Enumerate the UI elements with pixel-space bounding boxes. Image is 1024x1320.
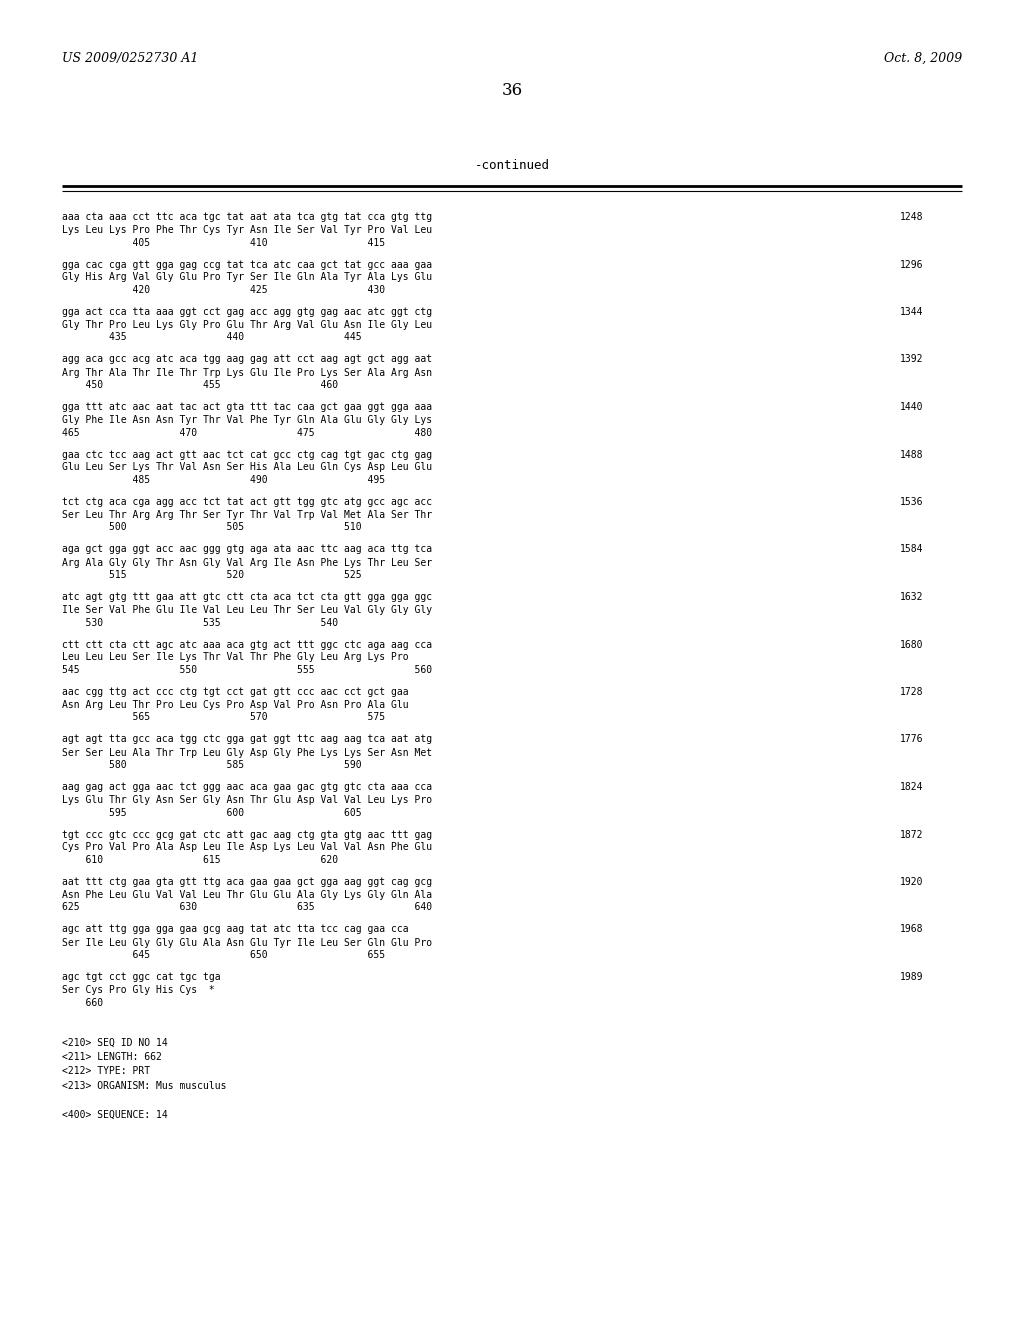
- Text: atc agt gtg ttt gaa att gtc ctt cta aca tct cta gtt gga gga ggc: atc agt gtg ttt gaa att gtc ctt cta aca …: [62, 591, 432, 602]
- Text: US 2009/0252730 A1: US 2009/0252730 A1: [62, 51, 199, 65]
- Text: 485                 490                 495: 485 490 495: [62, 475, 385, 484]
- Text: 465                 470                 475                 480: 465 470 475 480: [62, 428, 432, 437]
- Text: 450                 455                 460: 450 455 460: [62, 380, 338, 389]
- Text: aaa cta aaa cct ttc aca tgc tat aat ata tca gtg tat cca gtg ttg: aaa cta aaa cct ttc aca tgc tat aat ata …: [62, 213, 432, 222]
- Text: Ser Ser Leu Ala Thr Trp Leu Gly Asp Gly Phe Lys Lys Ser Asn Met: Ser Ser Leu Ala Thr Trp Leu Gly Asp Gly …: [62, 747, 432, 758]
- Text: gaa ctc tcc aag act gtt aac tct cat gcc ctg cag tgt gac ctg gag: gaa ctc tcc aag act gtt aac tct cat gcc …: [62, 450, 432, 459]
- Text: 420                 425                 430: 420 425 430: [62, 285, 385, 294]
- Text: 1632: 1632: [900, 591, 924, 602]
- Text: <213> ORGANISM: Mus musculus: <213> ORGANISM: Mus musculus: [62, 1081, 226, 1092]
- Text: 625                 630                 635                 640: 625 630 635 640: [62, 903, 432, 912]
- Text: aac cgg ttg act ccc ctg tgt cct gat gtt ccc aac cct gct gaa: aac cgg ttg act ccc ctg tgt cct gat gtt …: [62, 686, 409, 697]
- Text: <210> SEQ ID NO 14: <210> SEQ ID NO 14: [62, 1038, 168, 1048]
- Text: Ser Ile Leu Gly Gly Glu Ala Asn Glu Tyr Ile Leu Ser Gln Glu Pro: Ser Ile Leu Gly Gly Glu Ala Asn Glu Tyr …: [62, 937, 432, 948]
- Text: <211> LENGTH: 662: <211> LENGTH: 662: [62, 1052, 162, 1063]
- Text: gga ttt atc aac aat tac act gta ttt tac caa gct gaa ggt gga aaa: gga ttt atc aac aat tac act gta ttt tac …: [62, 403, 432, 412]
- Text: Leu Leu Leu Ser Ile Lys Thr Val Thr Phe Gly Leu Arg Lys Pro: Leu Leu Leu Ser Ile Lys Thr Val Thr Phe …: [62, 652, 409, 663]
- Text: Cys Pro Val Pro Ala Asp Leu Ile Asp Lys Leu Val Val Asn Phe Glu: Cys Pro Val Pro Ala Asp Leu Ile Asp Lys …: [62, 842, 432, 853]
- Text: 1728: 1728: [900, 686, 924, 697]
- Text: aag gag act gga aac tct ggg aac aca gaa gac gtg gtc cta aaa cca: aag gag act gga aac tct ggg aac aca gaa …: [62, 781, 432, 792]
- Text: 1392: 1392: [900, 355, 924, 364]
- Text: Asn Phe Leu Glu Val Val Leu Thr Glu Glu Ala Gly Lys Gly Gln Ala: Asn Phe Leu Glu Val Val Leu Thr Glu Glu …: [62, 890, 432, 900]
- Text: 580                 585                 590: 580 585 590: [62, 760, 361, 770]
- Text: Ile Ser Val Phe Glu Ile Val Leu Leu Thr Ser Leu Val Gly Gly Gly: Ile Ser Val Phe Glu Ile Val Leu Leu Thr …: [62, 605, 432, 615]
- Text: 1872: 1872: [900, 829, 924, 840]
- Text: Asn Arg Leu Thr Pro Leu Cys Pro Asp Val Pro Asn Pro Ala Glu: Asn Arg Leu Thr Pro Leu Cys Pro Asp Val …: [62, 700, 409, 710]
- Text: 1920: 1920: [900, 876, 924, 887]
- Text: 1248: 1248: [900, 213, 924, 222]
- Text: Ser Cys Pro Gly His Cys  *: Ser Cys Pro Gly His Cys *: [62, 985, 215, 995]
- Text: 1488: 1488: [900, 450, 924, 459]
- Text: Glu Leu Ser Lys Thr Val Asn Ser His Ala Leu Gln Cys Asp Leu Glu: Glu Leu Ser Lys Thr Val Asn Ser His Ala …: [62, 462, 432, 473]
- Text: 500                 505                 510: 500 505 510: [62, 523, 361, 532]
- Text: gga act cca tta aaa ggt cct gag acc agg gtg gag aac atc ggt ctg: gga act cca tta aaa ggt cct gag acc agg …: [62, 308, 432, 317]
- Text: 1584: 1584: [900, 544, 924, 554]
- Text: agc tgt cct ggc cat tgc tga: agc tgt cct ggc cat tgc tga: [62, 972, 220, 982]
- Text: 645                 650                 655: 645 650 655: [62, 950, 385, 960]
- Text: 1296: 1296: [900, 260, 924, 269]
- Text: 610                 615                 620: 610 615 620: [62, 855, 338, 865]
- Text: <400> SEQUENCE: 14: <400> SEQUENCE: 14: [62, 1110, 168, 1119]
- Text: tgt ccc gtc ccc gcg gat ctc att gac aag ctg gta gtg aac ttt gag: tgt ccc gtc ccc gcg gat ctc att gac aag …: [62, 829, 432, 840]
- Text: agc att ttg gga gga gaa gcg aag tat atc tta tcc cag gaa cca: agc att ttg gga gga gaa gcg aag tat atc …: [62, 924, 409, 935]
- Text: ctt ctt cta ctt agc atc aaa aca gtg act ttt ggc ctc aga aag cca: ctt ctt cta ctt agc atc aaa aca gtg act …: [62, 639, 432, 649]
- Text: tct ctg aca cga agg acc tct tat act gtt tgg gtc atg gcc agc acc: tct ctg aca cga agg acc tct tat act gtt …: [62, 498, 432, 507]
- Text: 1989: 1989: [900, 972, 924, 982]
- Text: 1344: 1344: [900, 308, 924, 317]
- Text: 660: 660: [62, 998, 103, 1007]
- Text: gga cac cga gtt gga gag ccg tat tca atc caa gct tat gcc aaa gaa: gga cac cga gtt gga gag ccg tat tca atc …: [62, 260, 432, 269]
- Text: 530                 535                 540: 530 535 540: [62, 618, 338, 627]
- Text: agt agt tta gcc aca tgg ctc gga gat ggt ttc aag aag tca aat atg: agt agt tta gcc aca tgg ctc gga gat ggt …: [62, 734, 432, 744]
- Text: <212> TYPE: PRT: <212> TYPE: PRT: [62, 1067, 151, 1077]
- Text: 435                 440                 445: 435 440 445: [62, 333, 361, 342]
- Text: Gly Thr Pro Leu Lys Gly Pro Glu Thr Arg Val Glu Asn Ile Gly Leu: Gly Thr Pro Leu Lys Gly Pro Glu Thr Arg …: [62, 319, 432, 330]
- Text: Arg Ala Gly Gly Thr Asn Gly Val Arg Ile Asn Phe Lys Thr Leu Ser: Arg Ala Gly Gly Thr Asn Gly Val Arg Ile …: [62, 557, 432, 568]
- Text: aga gct gga ggt acc aac ggg gtg aga ata aac ttc aag aca ttg tca: aga gct gga ggt acc aac ggg gtg aga ata …: [62, 544, 432, 554]
- Text: Lys Leu Lys Pro Phe Thr Cys Tyr Asn Ile Ser Val Tyr Pro Val Leu: Lys Leu Lys Pro Phe Thr Cys Tyr Asn Ile …: [62, 224, 432, 235]
- Text: 1680: 1680: [900, 639, 924, 649]
- Text: 1776: 1776: [900, 734, 924, 744]
- Text: Gly Phe Ile Asn Asn Tyr Thr Val Phe Tyr Gln Ala Glu Gly Gly Lys: Gly Phe Ile Asn Asn Tyr Thr Val Phe Tyr …: [62, 414, 432, 425]
- Text: 36: 36: [502, 82, 522, 99]
- Text: 1824: 1824: [900, 781, 924, 792]
- Text: Oct. 8, 2009: Oct. 8, 2009: [884, 51, 962, 65]
- Text: Gly His Arg Val Gly Glu Pro Tyr Ser Ile Gln Ala Tyr Ala Lys Glu: Gly His Arg Val Gly Glu Pro Tyr Ser Ile …: [62, 272, 432, 282]
- Text: aat ttt ctg gaa gta gtt ttg aca gaa gaa gct gga aag ggt cag gcg: aat ttt ctg gaa gta gtt ttg aca gaa gaa …: [62, 876, 432, 887]
- Text: 595                 600                 605: 595 600 605: [62, 808, 361, 817]
- Text: 1968: 1968: [900, 924, 924, 935]
- Text: Ser Leu Thr Arg Arg Thr Ser Tyr Thr Val Trp Val Met Ala Ser Thr: Ser Leu Thr Arg Arg Thr Ser Tyr Thr Val …: [62, 510, 432, 520]
- Text: 565                 570                 575: 565 570 575: [62, 713, 385, 722]
- Text: 545                 550                 555                 560: 545 550 555 560: [62, 665, 432, 675]
- Text: agg aca gcc acg atc aca tgg aag gag att cct aag agt gct agg aat: agg aca gcc acg atc aca tgg aag gag att …: [62, 355, 432, 364]
- Text: 1440: 1440: [900, 403, 924, 412]
- Text: 405                 410                 415: 405 410 415: [62, 238, 385, 248]
- Text: -continued: -continued: [474, 158, 550, 172]
- Text: Lys Glu Thr Gly Asn Ser Gly Asn Thr Glu Asp Val Val Leu Lys Pro: Lys Glu Thr Gly Asn Ser Gly Asn Thr Glu …: [62, 795, 432, 805]
- Text: Arg Thr Ala Thr Ile Thr Trp Lys Glu Ile Pro Lys Ser Ala Arg Asn: Arg Thr Ala Thr Ile Thr Trp Lys Glu Ile …: [62, 367, 432, 378]
- Text: 1536: 1536: [900, 498, 924, 507]
- Text: 515                 520                 525: 515 520 525: [62, 570, 361, 579]
